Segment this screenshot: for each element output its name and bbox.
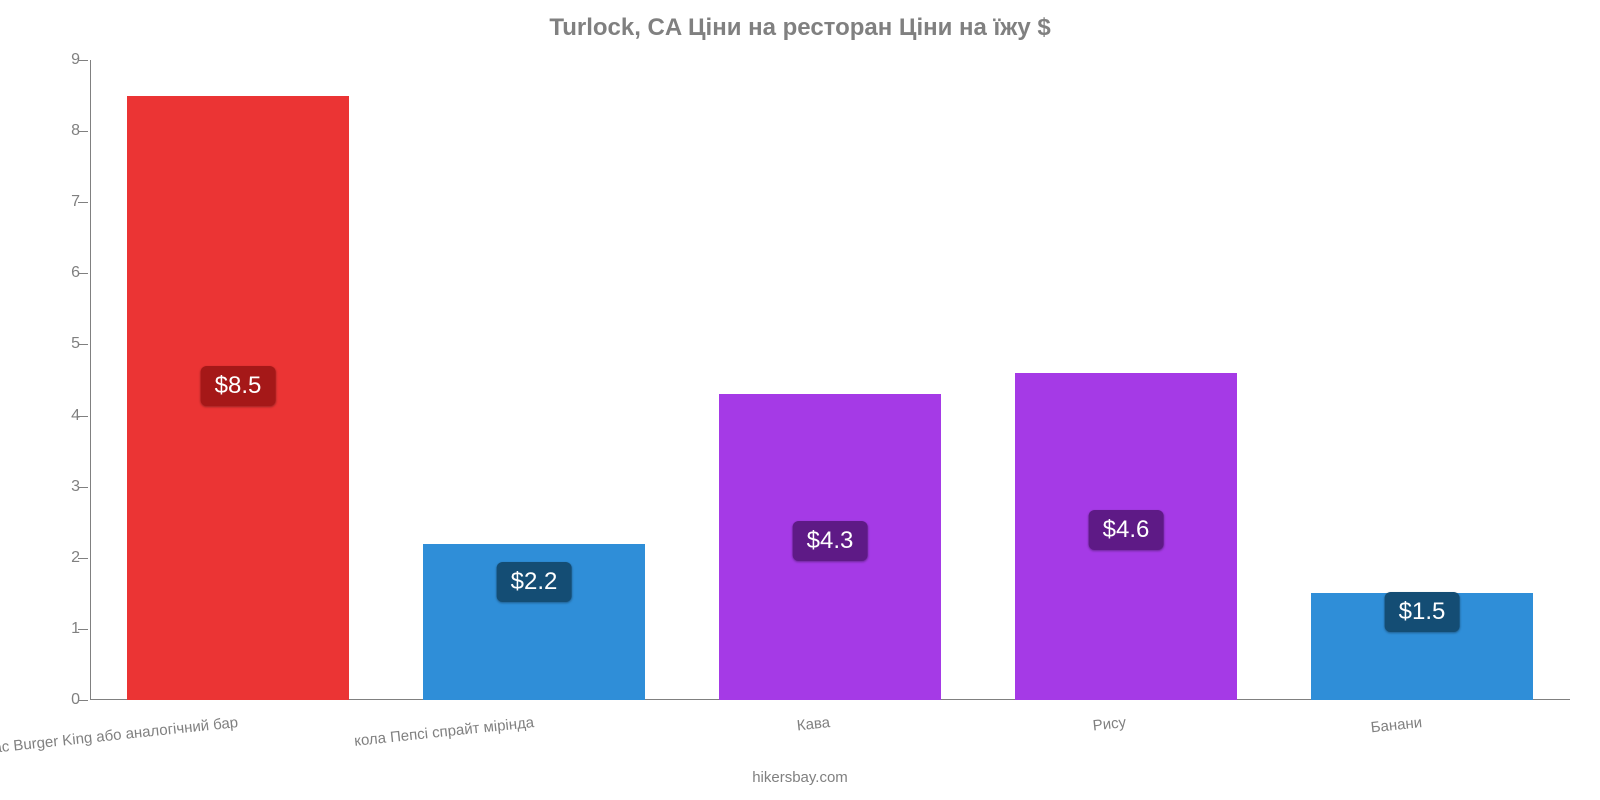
- value-badge: $8.5: [201, 366, 276, 406]
- y-tick-label: 9: [40, 51, 80, 69]
- y-tick-label: 8: [40, 122, 80, 140]
- y-tick-label: 7: [40, 193, 80, 211]
- price-bar-chart: Turlock, CA Ціни на ресторан Ціни на їжу…: [0, 0, 1600, 800]
- x-category-label: кола Пепсі спрайт мірінда: [353, 714, 534, 750]
- value-badge: $1.5: [1385, 592, 1460, 632]
- value-badge: $4.3: [793, 521, 868, 561]
- value-badge: $4.6: [1089, 510, 1164, 550]
- y-tick-label: 5: [40, 335, 80, 353]
- plot-area: 0123456789$8.5Mac Burger King або аналог…: [90, 60, 1570, 700]
- x-category-label: Банани: [1370, 714, 1423, 736]
- y-axis-line: [90, 60, 91, 700]
- y-tick-label: 2: [40, 549, 80, 567]
- chart-title: Turlock, CA Ціни на ресторан Ціни на їжу…: [0, 14, 1600, 42]
- y-tick-label: 0: [40, 691, 80, 709]
- y-tick-label: 4: [40, 407, 80, 425]
- y-tick-label: 3: [40, 478, 80, 496]
- x-category-label: Рису: [1092, 714, 1127, 734]
- attribution-text: hikersbay.com: [0, 769, 1600, 786]
- y-tick-label: 1: [40, 620, 80, 638]
- y-tick-label: 6: [40, 264, 80, 282]
- value-badge: $2.2: [497, 562, 572, 602]
- x-category-label: Mac Burger King або аналогічний бар: [0, 714, 239, 758]
- x-category-label: Кава: [796, 714, 831, 734]
